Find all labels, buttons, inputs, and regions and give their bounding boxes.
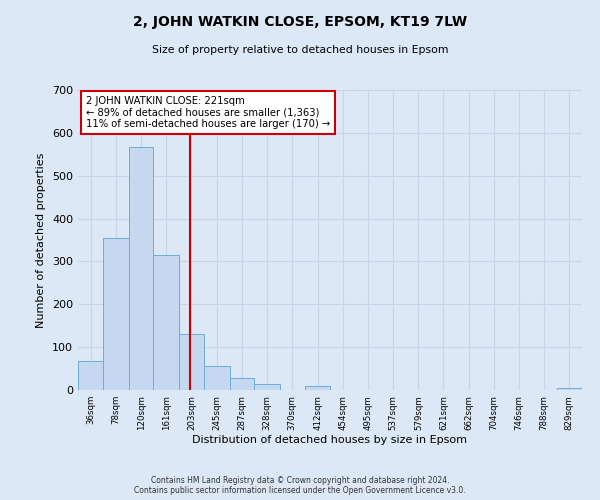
Bar	[230, 378, 254, 390]
Text: 2, JOHN WATKIN CLOSE, EPSOM, KT19 7LW: 2, JOHN WATKIN CLOSE, EPSOM, KT19 7LW	[133, 15, 467, 29]
Text: 2 JOHN WATKIN CLOSE: 221sqm
← 89% of detached houses are smaller (1,363)
11% of : 2 JOHN WATKIN CLOSE: 221sqm ← 89% of det…	[86, 96, 330, 129]
Text: Contains HM Land Registry data © Crown copyright and database right 2024.
Contai: Contains HM Land Registry data © Crown c…	[134, 476, 466, 495]
X-axis label: Distribution of detached houses by size in Epsom: Distribution of detached houses by size …	[193, 436, 467, 446]
Bar	[129, 146, 154, 390]
Bar	[254, 384, 280, 390]
Bar	[557, 388, 582, 390]
Bar	[179, 334, 204, 390]
Bar	[103, 238, 129, 390]
Bar	[204, 366, 230, 390]
Text: Size of property relative to detached houses in Epsom: Size of property relative to detached ho…	[152, 45, 448, 55]
Y-axis label: Number of detached properties: Number of detached properties	[37, 152, 46, 328]
Bar	[78, 361, 103, 390]
Bar	[305, 386, 331, 390]
Bar	[154, 256, 179, 390]
